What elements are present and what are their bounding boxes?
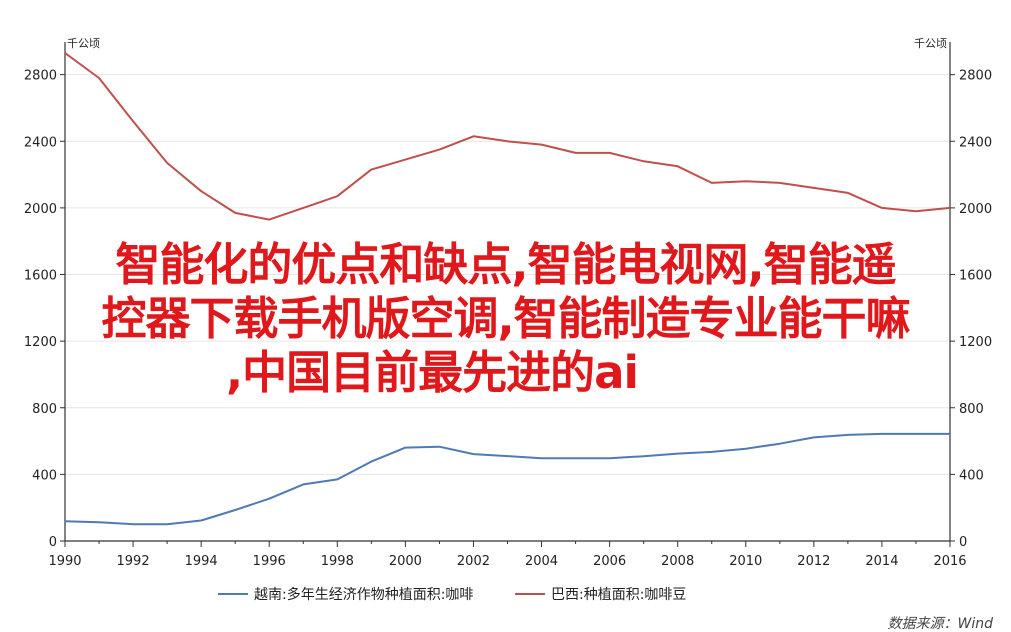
legend-label: 越南:多年生经济作物种植面积:咖啡 [254, 586, 473, 603]
x-axis-ticks: 1990 1992 1994 1996 1998 2000 2002 2004 2006 2008… [48, 541, 967, 569]
right-y-tick-label: 1200 [959, 335, 992, 350]
x-tick-label: 2012 [797, 554, 830, 569]
left-y-tick-label: 2000 [24, 202, 57, 217]
left-axis-unit: 千公顷 [67, 37, 100, 50]
x-tick-label: 1992 [117, 554, 150, 569]
x-tick-label: 2014 [865, 554, 898, 569]
right-axis-unit: 千公顷 [914, 37, 947, 50]
x-tick-label: 2000 [389, 554, 422, 569]
x-tick-label: 2010 [729, 554, 762, 569]
right-y-tick-label: 400 [959, 468, 984, 483]
x-tick-label: 2002 [457, 554, 490, 569]
left-y-tick-label: 1600 [24, 269, 57, 284]
left-y-tick-label: 400 [32, 468, 57, 483]
right-y-tick-label: 800 [959, 402, 984, 417]
x-tick-label: 1990 [48, 554, 81, 569]
x-tick-label: 2004 [525, 554, 558, 569]
x-tick-label: 1996 [253, 554, 286, 569]
overlay-headline-line-2: 控器下载手机版空调,智能制造专业能干嘛 [101, 292, 910, 345]
series-line-2 [64, 52, 951, 221]
left-y-tick-label: 1200 [24, 335, 57, 350]
left-y-tick-label: 2800 [24, 69, 57, 84]
right-y-tick-label: 1600 [959, 269, 992, 284]
right-y-tick-label: 2400 [959, 135, 992, 150]
overlay-headline-line-1: 智能化的优点和缺点,智能电视网,智能遥 [115, 238, 896, 291]
right-y-axis-ticks: 0 400 800 1200 1600 2000 2400 2800 [950, 69, 992, 550]
x-tick-label: 1994 [185, 554, 218, 569]
source-label: 数据来源：Wind [888, 616, 994, 632]
left-y-tick-label: 2400 [24, 135, 57, 150]
left-y-tick-label: 800 [32, 402, 57, 417]
x-tick-label: 2008 [661, 554, 694, 569]
right-y-tick-label: 2800 [959, 69, 992, 84]
right-y-tick-label: 0 [959, 535, 967, 550]
overlay-headline-line-3: ,中国目前最先进的ai [226, 346, 639, 399]
x-tick-label: 1998 [321, 554, 354, 569]
left-y-tick-label: 0 [49, 535, 57, 550]
legend: 越南:多年生经济作物种植面积:咖啡 巴西:种植面积:咖啡豆 [218, 586, 686, 603]
left-y-axis-ticks: 0 400 800 1200 1600 2000 2400 2800 [24, 69, 65, 550]
x-tick-label: 2016 [933, 554, 966, 569]
series-line-1 [64, 432, 950, 526]
legend-label: 巴西:种植面积:咖啡豆 [551, 587, 686, 603]
series-lines [64, 52, 951, 526]
right-y-tick-label: 2000 [959, 202, 992, 217]
x-tick-label: 2006 [593, 554, 626, 569]
